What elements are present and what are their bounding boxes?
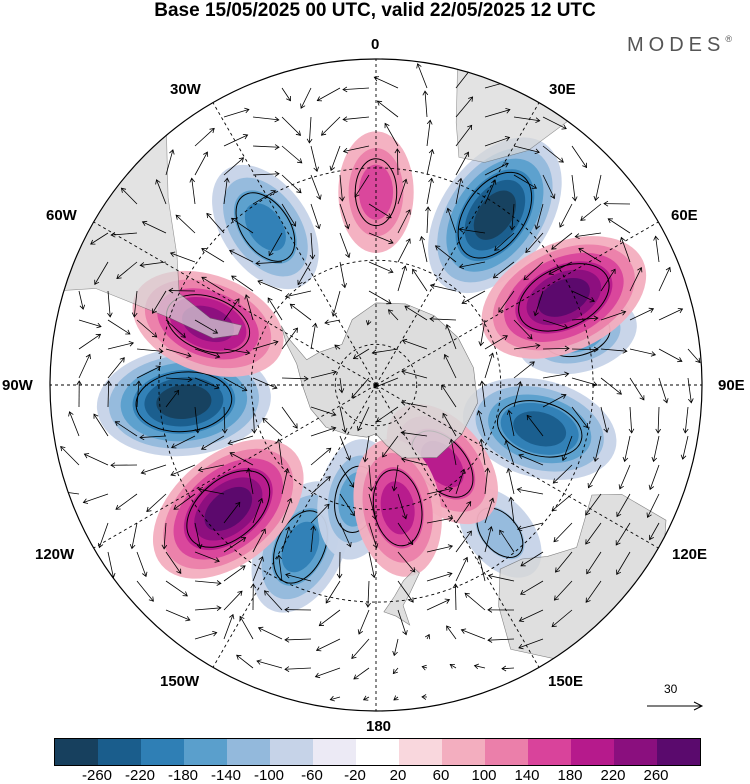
colorbar-swatch [98,739,141,765]
colorbar-tick-label: 60 [433,767,450,784]
colorbar-swatch [571,739,614,765]
colorbar-tick-label: 20 [390,767,407,784]
lon-label-180: 180 [366,718,391,735]
colorbar-tick-label: 140 [514,767,539,784]
lon-label-90w: 90W [2,377,33,394]
colorbar-tick-label: -180 [168,767,198,784]
colorbar-tick-label: -100 [254,767,284,784]
lon-label-0: 0 [371,36,379,53]
wind-vector-head [468,68,473,73]
colorbar-tick-label: -20 [344,767,366,784]
colorbar [54,738,701,766]
lon-label-30e: 30E [549,81,576,98]
colorbar-swatch [313,739,356,765]
lon-label-60e: 60E [671,207,698,224]
colorbar-tick-label: 220 [600,767,625,784]
colorbar-tick-label: -260 [82,767,112,784]
colorbar-swatch [657,739,700,765]
lon-label-30w: 30W [170,81,201,98]
modes-logo: MODES® [627,34,732,57]
colorbar-swatch [528,739,571,765]
colorbar-tick-label: 180 [557,767,582,784]
wind-vector-head [58,489,62,494]
brand-text: MODES [627,34,725,56]
wind-vector-head [506,80,511,85]
lon-label-120w: 120W [35,546,74,563]
colorbar-tick-label: 260 [643,767,668,784]
lon-label-150w: 150W [160,673,199,690]
lon-label-60w: 60W [46,207,77,224]
colorbar-swatch [55,739,98,765]
colorbar-swatch [356,739,399,765]
colorbar-tick-label: -220 [125,767,155,784]
south-pole-marker [374,383,378,387]
lon-label-120e: 120E [672,546,707,563]
colorbar-swatch [184,739,227,765]
lon-label-90e: 90E [718,377,745,394]
colorbar-swatch [227,739,270,765]
colorbar-swatch [141,739,184,765]
vector-scale-arrow [642,684,712,714]
map-disc [0,0,702,711]
brand-mark: ® [725,34,732,44]
colorbar-tick-label: -140 [211,767,241,784]
lon-label-150e: 150E [548,673,583,690]
colorbar-swatch [485,739,528,765]
colorbar-swatch [614,739,657,765]
colorbar-tick-label: 100 [471,767,496,784]
map-title: Base 15/05/2025 00 UTC, valid 22/05/2025… [0,0,750,22]
colorbar-tick-label: -60 [301,767,323,784]
colorbar-swatch [442,739,485,765]
colorbar-swatch [399,739,442,765]
colorbar-swatch [270,739,313,765]
